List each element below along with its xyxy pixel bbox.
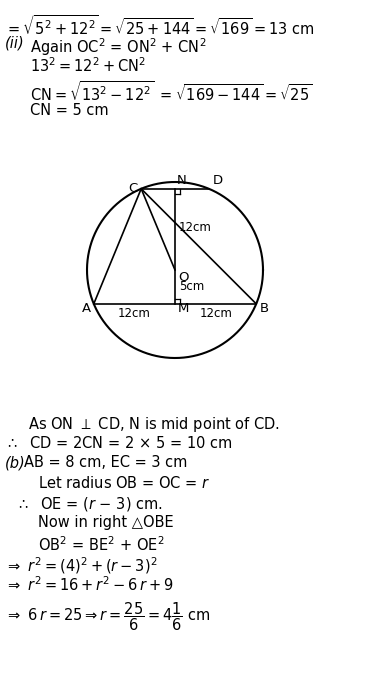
Text: D: D (213, 174, 223, 186)
Text: $\Rightarrow$ $r^2 = (4)^2 + (r - 3)^2$: $\Rightarrow$ $r^2 = (4)^2 + (r - 3)^2$ (5, 555, 157, 576)
Text: AB = 8 cm, EC = 3 cm: AB = 8 cm, EC = 3 cm (24, 455, 187, 470)
Text: M: M (178, 302, 189, 315)
Text: O: O (178, 271, 188, 284)
Text: (ii): (ii) (5, 36, 25, 51)
Text: N: N (177, 174, 187, 186)
Text: $\therefore$  OE = ($r$ − 3) cm.: $\therefore$ OE = ($r$ − 3) cm. (16, 495, 163, 513)
Text: B: B (260, 302, 269, 315)
Text: $13^2 = 12^2 + \mathrm{CN}^2$: $13^2 = 12^2 + \mathrm{CN}^2$ (30, 56, 146, 75)
Text: $\mathrm{CN} = \sqrt{13^2-12^2}\ = \sqrt{169-144} = \sqrt{25}$: $\mathrm{CN} = \sqrt{13^2-12^2}\ = \sqrt… (30, 80, 312, 104)
Text: $\Rightarrow$ $r^2 = 16 + r^2 - 6\,r + 9$: $\Rightarrow$ $r^2 = 16 + r^2 - 6\,r + 9… (5, 575, 174, 594)
Text: OB$^2$ = BE$^2$ + OE$^2$: OB$^2$ = BE$^2$ + OE$^2$ (38, 535, 165, 554)
Text: 12cm: 12cm (199, 307, 232, 320)
Text: C: C (128, 182, 137, 195)
Text: $\therefore$  CD = 2CN = 2 $\times$ 5 = 10 cm: $\therefore$ CD = 2CN = 2 $\times$ 5 = 1… (5, 435, 233, 451)
Text: As ON $\perp$ CD, N is mid point of CD.: As ON $\perp$ CD, N is mid point of CD. (28, 415, 280, 434)
Text: A: A (82, 302, 91, 315)
Text: (b): (b) (5, 455, 26, 470)
Text: Again OC$^2$ = ON$^2$ + CN$^2$: Again OC$^2$ = ON$^2$ + CN$^2$ (30, 36, 207, 58)
Text: 5cm: 5cm (179, 281, 204, 294)
Text: 12cm: 12cm (179, 221, 212, 234)
Text: Now in right △OBE: Now in right △OBE (38, 515, 174, 530)
Text: $\Rightarrow$ $6\,r = 25 \Rightarrow r = \dfrac{25}{6} = 4\dfrac{1}{6}$ cm: $\Rightarrow$ $6\,r = 25 \Rightarrow r =… (5, 600, 210, 633)
Text: $= \sqrt{5^2+12^2} = \sqrt{25+144} = \sqrt{169} = 13$ cm: $= \sqrt{5^2+12^2} = \sqrt{25+144} = \sq… (5, 14, 314, 38)
Text: CN = 5 cm: CN = 5 cm (30, 103, 109, 118)
Text: Let radius OB = OC = $r$: Let radius OB = OC = $r$ (38, 475, 211, 491)
Text: 12cm: 12cm (118, 307, 151, 320)
